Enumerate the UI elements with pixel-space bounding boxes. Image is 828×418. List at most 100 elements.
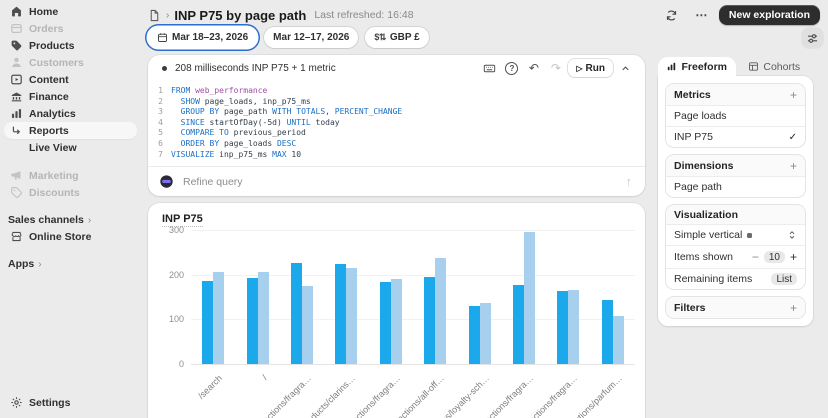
chart-bar[interactable] — [613, 316, 624, 364]
sidebar-item-online-store[interactable]: Online Store — [4, 228, 137, 245]
date-range-label: Mar 18–23, 2026 — [172, 32, 248, 43]
code-token — [171, 118, 181, 127]
sidebar-item-label: Analytics — [29, 108, 76, 120]
row-label: Page loads — [674, 110, 727, 122]
chart-bar[interactable] — [557, 291, 568, 364]
section-title: Metrics — [674, 89, 711, 101]
code-line: 5 COMPARE TO previous_period — [148, 128, 645, 139]
sidebar-item-analytics[interactable]: Analytics — [4, 105, 137, 122]
chart-bar[interactable] — [346, 268, 357, 364]
run-button[interactable]: ▷ Run — [568, 59, 613, 77]
chart-bar[interactable] — [213, 272, 224, 364]
code-token: UNTIL — [287, 118, 316, 127]
redo-button[interactable]: ↷ — [546, 60, 565, 77]
sidebar-item-discounts[interactable]: Discounts — [4, 184, 137, 201]
row-inp-p75[interactable]: INP P75✓ — [666, 126, 805, 147]
analytics-icon — [10, 107, 23, 120]
code-line: 2 SHOW page_loads, inp_p75_ms — [148, 97, 645, 108]
code-text: SINCE startOfDay(-5d) UNTIL today — [171, 118, 340, 129]
keyboard-shortcuts-button[interactable] — [480, 60, 499, 77]
chart-bar[interactable] — [391, 279, 402, 364]
remaining-items-mode[interactable]: List — [771, 273, 797, 285]
line-number: 3 — [148, 107, 163, 118]
sidebar-item-live-view[interactable]: Live View — [4, 139, 137, 156]
sidebar-item-marketing[interactable]: Marketing — [4, 167, 137, 184]
chart-bar[interactable] — [513, 285, 524, 364]
refresh-button[interactable] — [659, 6, 685, 25]
sidebar-item-label: Content — [29, 74, 69, 86]
query-code[interactable]: 1FROM web_performance2 SHOW page_loads, … — [148, 81, 645, 160]
report-doc-icon — [148, 9, 161, 22]
chart-bar[interactable] — [247, 278, 258, 364]
chart-bar[interactable] — [424, 277, 435, 364]
chart-bar[interactable] — [435, 258, 446, 364]
code-token: SINCE — [181, 118, 210, 127]
section-title: Dimensions — [674, 160, 734, 172]
chart-bar[interactable] — [202, 281, 213, 364]
sidebar-item-finance[interactable]: Finance — [4, 88, 137, 105]
chart-bar[interactable] — [480, 303, 491, 364]
chart-bar[interactable] — [568, 290, 579, 364]
chart-bar[interactable] — [602, 300, 613, 364]
chart-bar[interactable] — [291, 263, 302, 364]
panel-sections: Metrics + Page loads INP P75✓ Dimensions + Pag… — [658, 76, 813, 326]
sidebar-item-orders[interactable]: Orders — [4, 20, 137, 37]
new-exploration-button[interactable]: New exploration — [719, 5, 820, 25]
collapse-editor-button[interactable] — [616, 60, 635, 77]
add-metrics-button[interactable]: + — [790, 88, 797, 102]
add-filters-button[interactable]: + — [790, 301, 797, 315]
help-button[interactable]: ? — [502, 60, 521, 77]
row-remaining-items[interactable]: Remaining itemsList — [666, 268, 805, 289]
code-token: , — [325, 107, 335, 116]
line-number: 1 — [148, 86, 163, 97]
send-button[interactable]: ↑ — [624, 174, 635, 189]
add-dimensions-button[interactable]: + — [790, 159, 797, 173]
query-status-text: 208 milliseconds INP P75 + 1 metric — [175, 63, 336, 74]
chart-bar[interactable] — [524, 232, 535, 364]
page-header: › INP P75 by page path Last refreshed: 1… — [148, 5, 820, 25]
products-icon — [10, 39, 23, 52]
status-dot-icon — [162, 66, 167, 71]
orders-icon — [10, 22, 23, 35]
chart-bar[interactable] — [302, 286, 313, 364]
line-number: 4 — [148, 118, 163, 129]
section-dimensions: Dimensions + Page path — [666, 155, 805, 197]
updown-chevron-icon[interactable] — [787, 230, 797, 240]
tab-freeform[interactable]: Freeform — [658, 57, 736, 76]
chart-bar[interactable] — [380, 282, 391, 364]
tab-cohorts[interactable]: Cohorts — [736, 57, 814, 76]
chart-bar[interactable] — [258, 272, 269, 364]
undo-button[interactable]: ↶ — [524, 60, 543, 77]
code-token — [171, 97, 181, 106]
panel-settings-button[interactable] — [802, 28, 823, 48]
code-token: inp_p75_ms — [219, 150, 272, 159]
row-page-path[interactable]: Page path — [666, 176, 805, 197]
sidebar-header-sales-channels[interactable]: Sales channels› — [4, 212, 137, 228]
increment-button[interactable]: + — [790, 250, 797, 264]
row-items-shown[interactable]: Items shown−10+ — [666, 245, 805, 268]
row-simple-vertical[interactable]: Simple vertical — [666, 224, 805, 245]
exploration-panel: Freeform Cohorts Metrics + Page loads INP P… — [658, 57, 813, 326]
code-token: page_path — [224, 107, 272, 116]
compare-date-range-filter[interactable]: Mar 12–17, 2026 — [264, 27, 358, 48]
sidebar-item-home[interactable]: Home — [4, 3, 137, 20]
elbow-arrow-icon — [10, 124, 23, 137]
chart-bar[interactable] — [335, 264, 346, 365]
refine-query-input[interactable] — [181, 175, 624, 189]
more-options-button[interactable]: ⋯ — [689, 6, 715, 25]
sidebar-item-products[interactable]: Products — [4, 37, 137, 54]
chart-bar[interactable] — [469, 306, 480, 364]
bar-chart: 0100200300/search//collections/fragra…/p… — [148, 203, 645, 418]
currency-label: GBP £ — [390, 32, 420, 43]
sidebar-item-customers[interactable]: Customers — [4, 54, 137, 71]
sidebar-item-reports[interactable]: Reports — [4, 122, 137, 139]
row-page-loads[interactable]: Page loads — [666, 105, 805, 126]
sidebar-item-label: Products — [29, 40, 75, 52]
sidebar-item-settings[interactable]: Settings — [4, 394, 137, 411]
date-range-filter[interactable]: Mar 18–23, 2026 — [148, 27, 257, 48]
decrement-button[interactable]: − — [752, 250, 759, 264]
section-visualization: VisualizationSimple verticalItems shown−… — [666, 205, 805, 289]
sidebar-item-content[interactable]: Content — [4, 71, 137, 88]
sidebar-header-apps[interactable]: Apps› — [4, 256, 137, 272]
currency-filter[interactable]: $⇅ GBP £ — [365, 27, 428, 48]
